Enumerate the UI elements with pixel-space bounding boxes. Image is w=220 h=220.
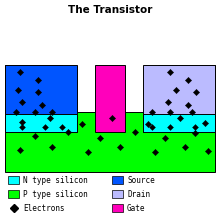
FancyBboxPatch shape bbox=[143, 114, 215, 132]
FancyBboxPatch shape bbox=[112, 204, 123, 212]
FancyBboxPatch shape bbox=[158, 65, 215, 115]
FancyBboxPatch shape bbox=[5, 112, 215, 172]
Text: Source: Source bbox=[127, 176, 155, 185]
FancyBboxPatch shape bbox=[143, 65, 215, 132]
Text: Electrons: Electrons bbox=[23, 204, 65, 213]
FancyBboxPatch shape bbox=[8, 190, 19, 198]
FancyBboxPatch shape bbox=[112, 176, 123, 184]
Text: Drain: Drain bbox=[127, 189, 150, 198]
FancyBboxPatch shape bbox=[95, 65, 125, 132]
FancyBboxPatch shape bbox=[5, 114, 77, 132]
Text: The Transistor: The Transistor bbox=[68, 5, 152, 15]
Text: N type silicon: N type silicon bbox=[23, 176, 88, 185]
FancyBboxPatch shape bbox=[8, 176, 19, 184]
FancyBboxPatch shape bbox=[5, 65, 77, 132]
Text: P type silicon: P type silicon bbox=[23, 189, 88, 198]
FancyBboxPatch shape bbox=[5, 65, 62, 115]
FancyBboxPatch shape bbox=[143, 114, 215, 132]
Text: Gate: Gate bbox=[127, 204, 145, 213]
FancyBboxPatch shape bbox=[5, 114, 77, 132]
FancyBboxPatch shape bbox=[112, 190, 123, 198]
